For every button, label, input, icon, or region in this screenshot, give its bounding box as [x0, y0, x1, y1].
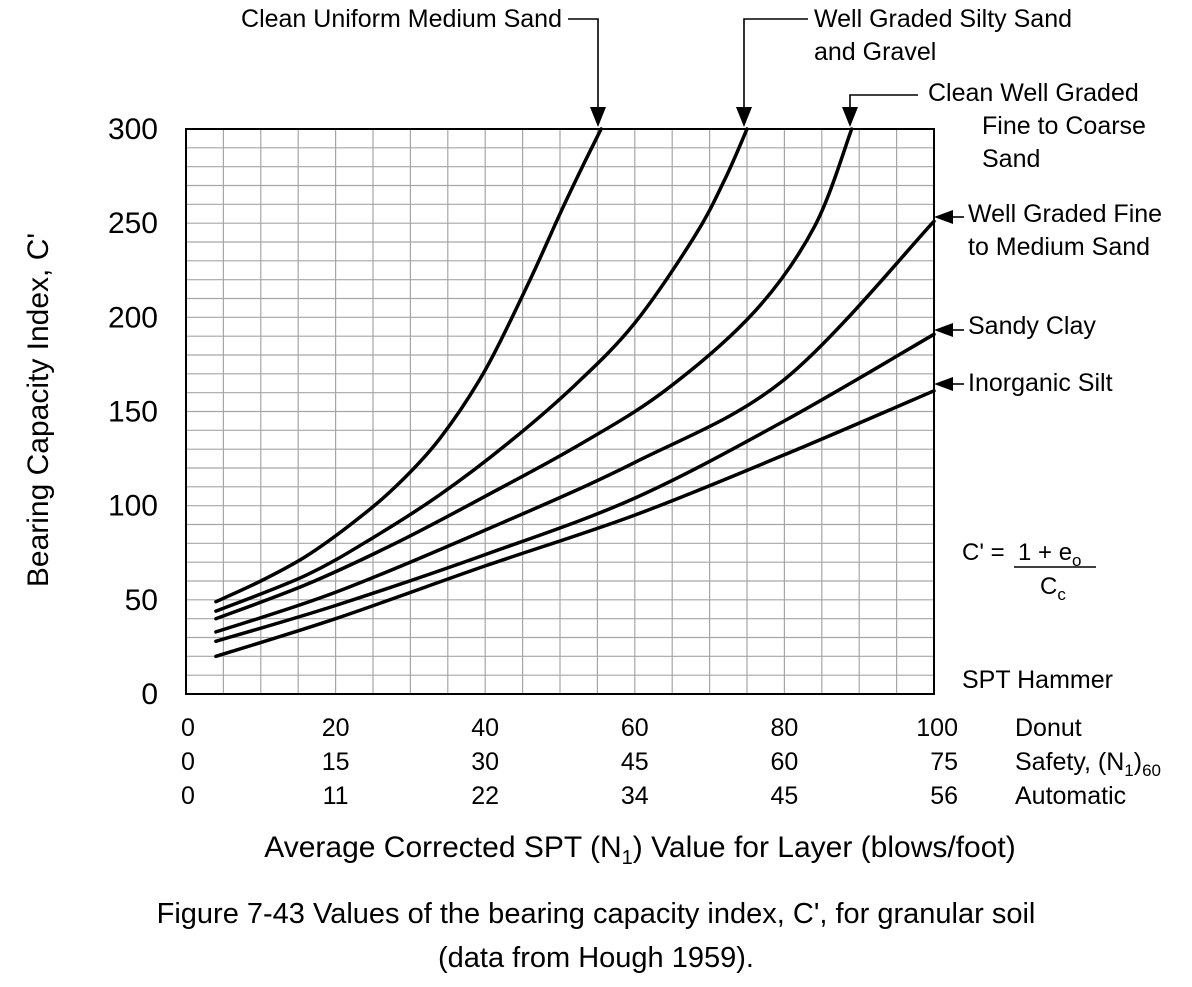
callout-label: Well Graded Silty Sand	[814, 5, 1072, 33]
x-scale-name-rest: )	[1134, 748, 1142, 776]
series-line-5	[214, 332, 936, 644]
x-tick-label: 0	[181, 748, 195, 776]
callout-1: Clean Uniform Medium Sand	[241, 5, 606, 127]
x-tick-label: 45	[621, 748, 649, 776]
x-axis-label-sub: 1	[622, 847, 633, 869]
formula-denominator-main: C	[1040, 573, 1057, 600]
x-scale-name: Safety, (N1)60	[1015, 748, 1161, 780]
callout-label: and Gravel	[814, 38, 936, 66]
x-tick-label: 75	[930, 748, 958, 776]
x-tick-label: 22	[471, 782, 499, 810]
callout-label: Clean Uniform Medium Sand	[241, 5, 562, 33]
x-tick-label: 0	[181, 782, 195, 810]
x-scale-name-sub: 1	[1124, 761, 1133, 780]
y-tick-label: 100	[108, 490, 158, 523]
x-tick-label: 15	[322, 748, 350, 776]
series-line-4	[214, 219, 936, 634]
formula-numerator-main: 1 + e	[1018, 539, 1072, 566]
callout-2: Well Graded Silty Sand and Gravel	[736, 5, 1072, 127]
x-scale-name-sub2: 60	[1142, 761, 1161, 780]
x-tick-label: 56	[930, 782, 958, 810]
series-line-3	[214, 127, 854, 621]
callout-label: Clean Well Graded	[928, 79, 1139, 107]
y-tick-label: 150	[108, 396, 158, 429]
series-line-1	[214, 127, 603, 604]
callout-label: Inorganic Silt	[968, 369, 1113, 397]
callout-label: Sand	[982, 145, 1040, 173]
figure-caption-line-1: Figure 7-43 Values of the bearing capaci…	[156, 898, 1036, 930]
x-tick-label: 60	[621, 714, 649, 742]
arrow-head	[934, 210, 953, 224]
x-scale-name: Donut	[1015, 714, 1082, 742]
arrow-head	[934, 323, 953, 337]
callout-4: Well Graded Fine to Medium Sand	[934, 200, 1162, 261]
callout-5: Sandy Clay	[934, 312, 1096, 340]
y-axis-label: Bearing Capacity Index, C'	[22, 233, 55, 587]
formula-numerator-sub: o	[1072, 551, 1081, 570]
leader-line	[849, 94, 918, 107]
plot-frame	[185, 128, 935, 695]
x-scale-row-2: 0 15 30 45 60 75 Safety, (N1)60	[181, 748, 1161, 780]
figure-caption-line-2: (data from Hough 1959).	[438, 942, 754, 974]
x-tick-label: 80	[770, 714, 798, 742]
x-tick-label: 20	[322, 714, 350, 742]
callout-label: to Medium Sand	[968, 233, 1150, 261]
arrow-head	[842, 107, 858, 127]
x-tick-label: 60	[770, 748, 798, 776]
x-axis-label-rest: ) Value for Layer (blows/foot)	[633, 831, 1016, 864]
hammer-header: SPT Hammer	[962, 666, 1113, 694]
x-scale-name-main: Safety, (N	[1015, 748, 1124, 776]
y-tick-label: 300	[108, 113, 158, 146]
formula-lhs: C' =	[962, 539, 1005, 566]
callout-label: Well Graded Fine	[968, 200, 1162, 228]
x-scale-row-3: 0 11 22 34 45 56 Automatic	[181, 782, 1126, 810]
x-scale-name-main: Automatic	[1015, 782, 1126, 810]
x-scales: 0 20 40 60 80 100 Donut 0 15 30 45 60 75 Safety, (N1)…	[181, 714, 1161, 810]
series-group	[214, 127, 936, 659]
arrow-head	[736, 107, 752, 127]
arrow-head	[934, 377, 953, 391]
callouts: Clean Uniform Medium Sand Well Graded Sil…	[241, 5, 1162, 397]
callout-3: Clean Well Graded Fine to Coarse Sand	[842, 79, 1146, 173]
x-tick-label: 30	[471, 748, 499, 776]
x-tick-label: 34	[621, 782, 649, 810]
formula-denominator-sub: c	[1057, 585, 1066, 604]
x-tick-label: 11	[323, 782, 349, 810]
callout-label: Fine to Coarse	[982, 112, 1146, 140]
x-axis-label-main: Average Corrected SPT (N	[264, 831, 621, 864]
x-tick-label: 45	[770, 782, 798, 810]
x-tick-label: 100	[916, 714, 958, 742]
y-tick-label: 50	[125, 584, 158, 617]
series-line-6	[214, 389, 936, 659]
y-tick-label: 200	[108, 301, 158, 334]
y-tick-labels: 0 50 100 150 200 250 300	[108, 113, 158, 711]
leader-line	[568, 18, 599, 107]
x-scale-row-1: 0 20 40 60 80 100 Donut	[181, 714, 1082, 742]
arrow-head	[590, 107, 606, 127]
series-line-2	[214, 127, 749, 613]
x-tick-label: 40	[471, 714, 499, 742]
x-scale-name: Automatic	[1015, 782, 1126, 810]
callout-label: Sandy Clay	[968, 312, 1096, 340]
y-tick-label: 0	[141, 678, 158, 711]
x-tick-label: 0	[181, 714, 195, 742]
formula: C' = 1 + eo Cc	[962, 539, 1096, 604]
formula-denominator: Cc	[1040, 573, 1066, 604]
x-axis-label: Average Corrected SPT (N1) Value for Lay…	[264, 831, 1015, 869]
leader-line	[743, 18, 808, 107]
formula-numerator: 1 + eo	[1018, 539, 1082, 570]
x-scale-name-main: Donut	[1015, 714, 1082, 742]
y-tick-label: 250	[108, 207, 158, 240]
callout-6: Inorganic Silt	[934, 369, 1113, 397]
